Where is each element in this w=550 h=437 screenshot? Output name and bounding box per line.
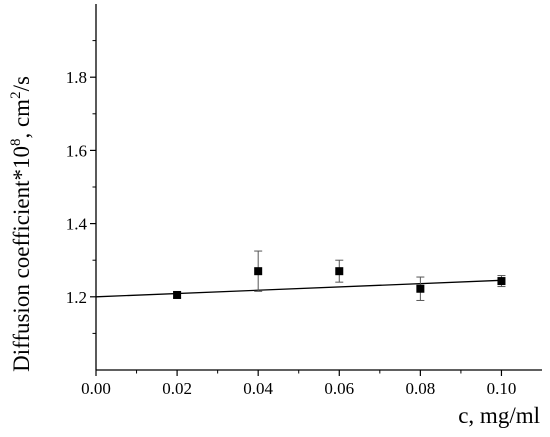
y-tick-label: 1.4 xyxy=(66,215,88,234)
x-tick-label: 0.04 xyxy=(243,379,273,398)
axes xyxy=(95,4,542,371)
x-tick-label: 0.06 xyxy=(324,379,354,398)
data-point xyxy=(416,284,425,293)
y-axis-label-tail: /s xyxy=(9,76,34,91)
y-axis-ticks: 1.2 1.4 1.6 1.8 xyxy=(66,40,96,334)
y-tick-label: 1.2 xyxy=(66,288,87,307)
data-point xyxy=(254,267,263,276)
y-axis-label-exp1: 8 xyxy=(8,139,24,147)
data-point xyxy=(173,290,182,299)
data-point xyxy=(497,277,506,286)
y-axis-label: Diffusion coefficient*108, cm2/s xyxy=(8,76,34,372)
fit-line-group xyxy=(95,279,502,298)
y-axis-label-mid: , cm xyxy=(9,99,34,139)
x-tick-label: 0.00 xyxy=(81,379,111,398)
fit-line xyxy=(95,279,502,298)
x-tick-label: 0.10 xyxy=(487,379,517,398)
y-axis-label-exp2: 2 xyxy=(8,91,24,99)
x-axis-ticks: 0.00 0.02 0.04 0.06 0.08 0.10 xyxy=(81,370,516,398)
y-tick-label: 1.8 xyxy=(66,68,87,87)
data-point xyxy=(335,267,344,276)
x-axis-label: c, mg/ml xyxy=(458,403,540,428)
data-points xyxy=(173,250,506,301)
y-axis-label-main: Diffusion coefficient*10 xyxy=(9,146,34,372)
y-tick-label: 1.6 xyxy=(66,141,87,160)
x-tick-label: 0.02 xyxy=(162,379,192,398)
x-tick-label: 0.08 xyxy=(405,379,435,398)
